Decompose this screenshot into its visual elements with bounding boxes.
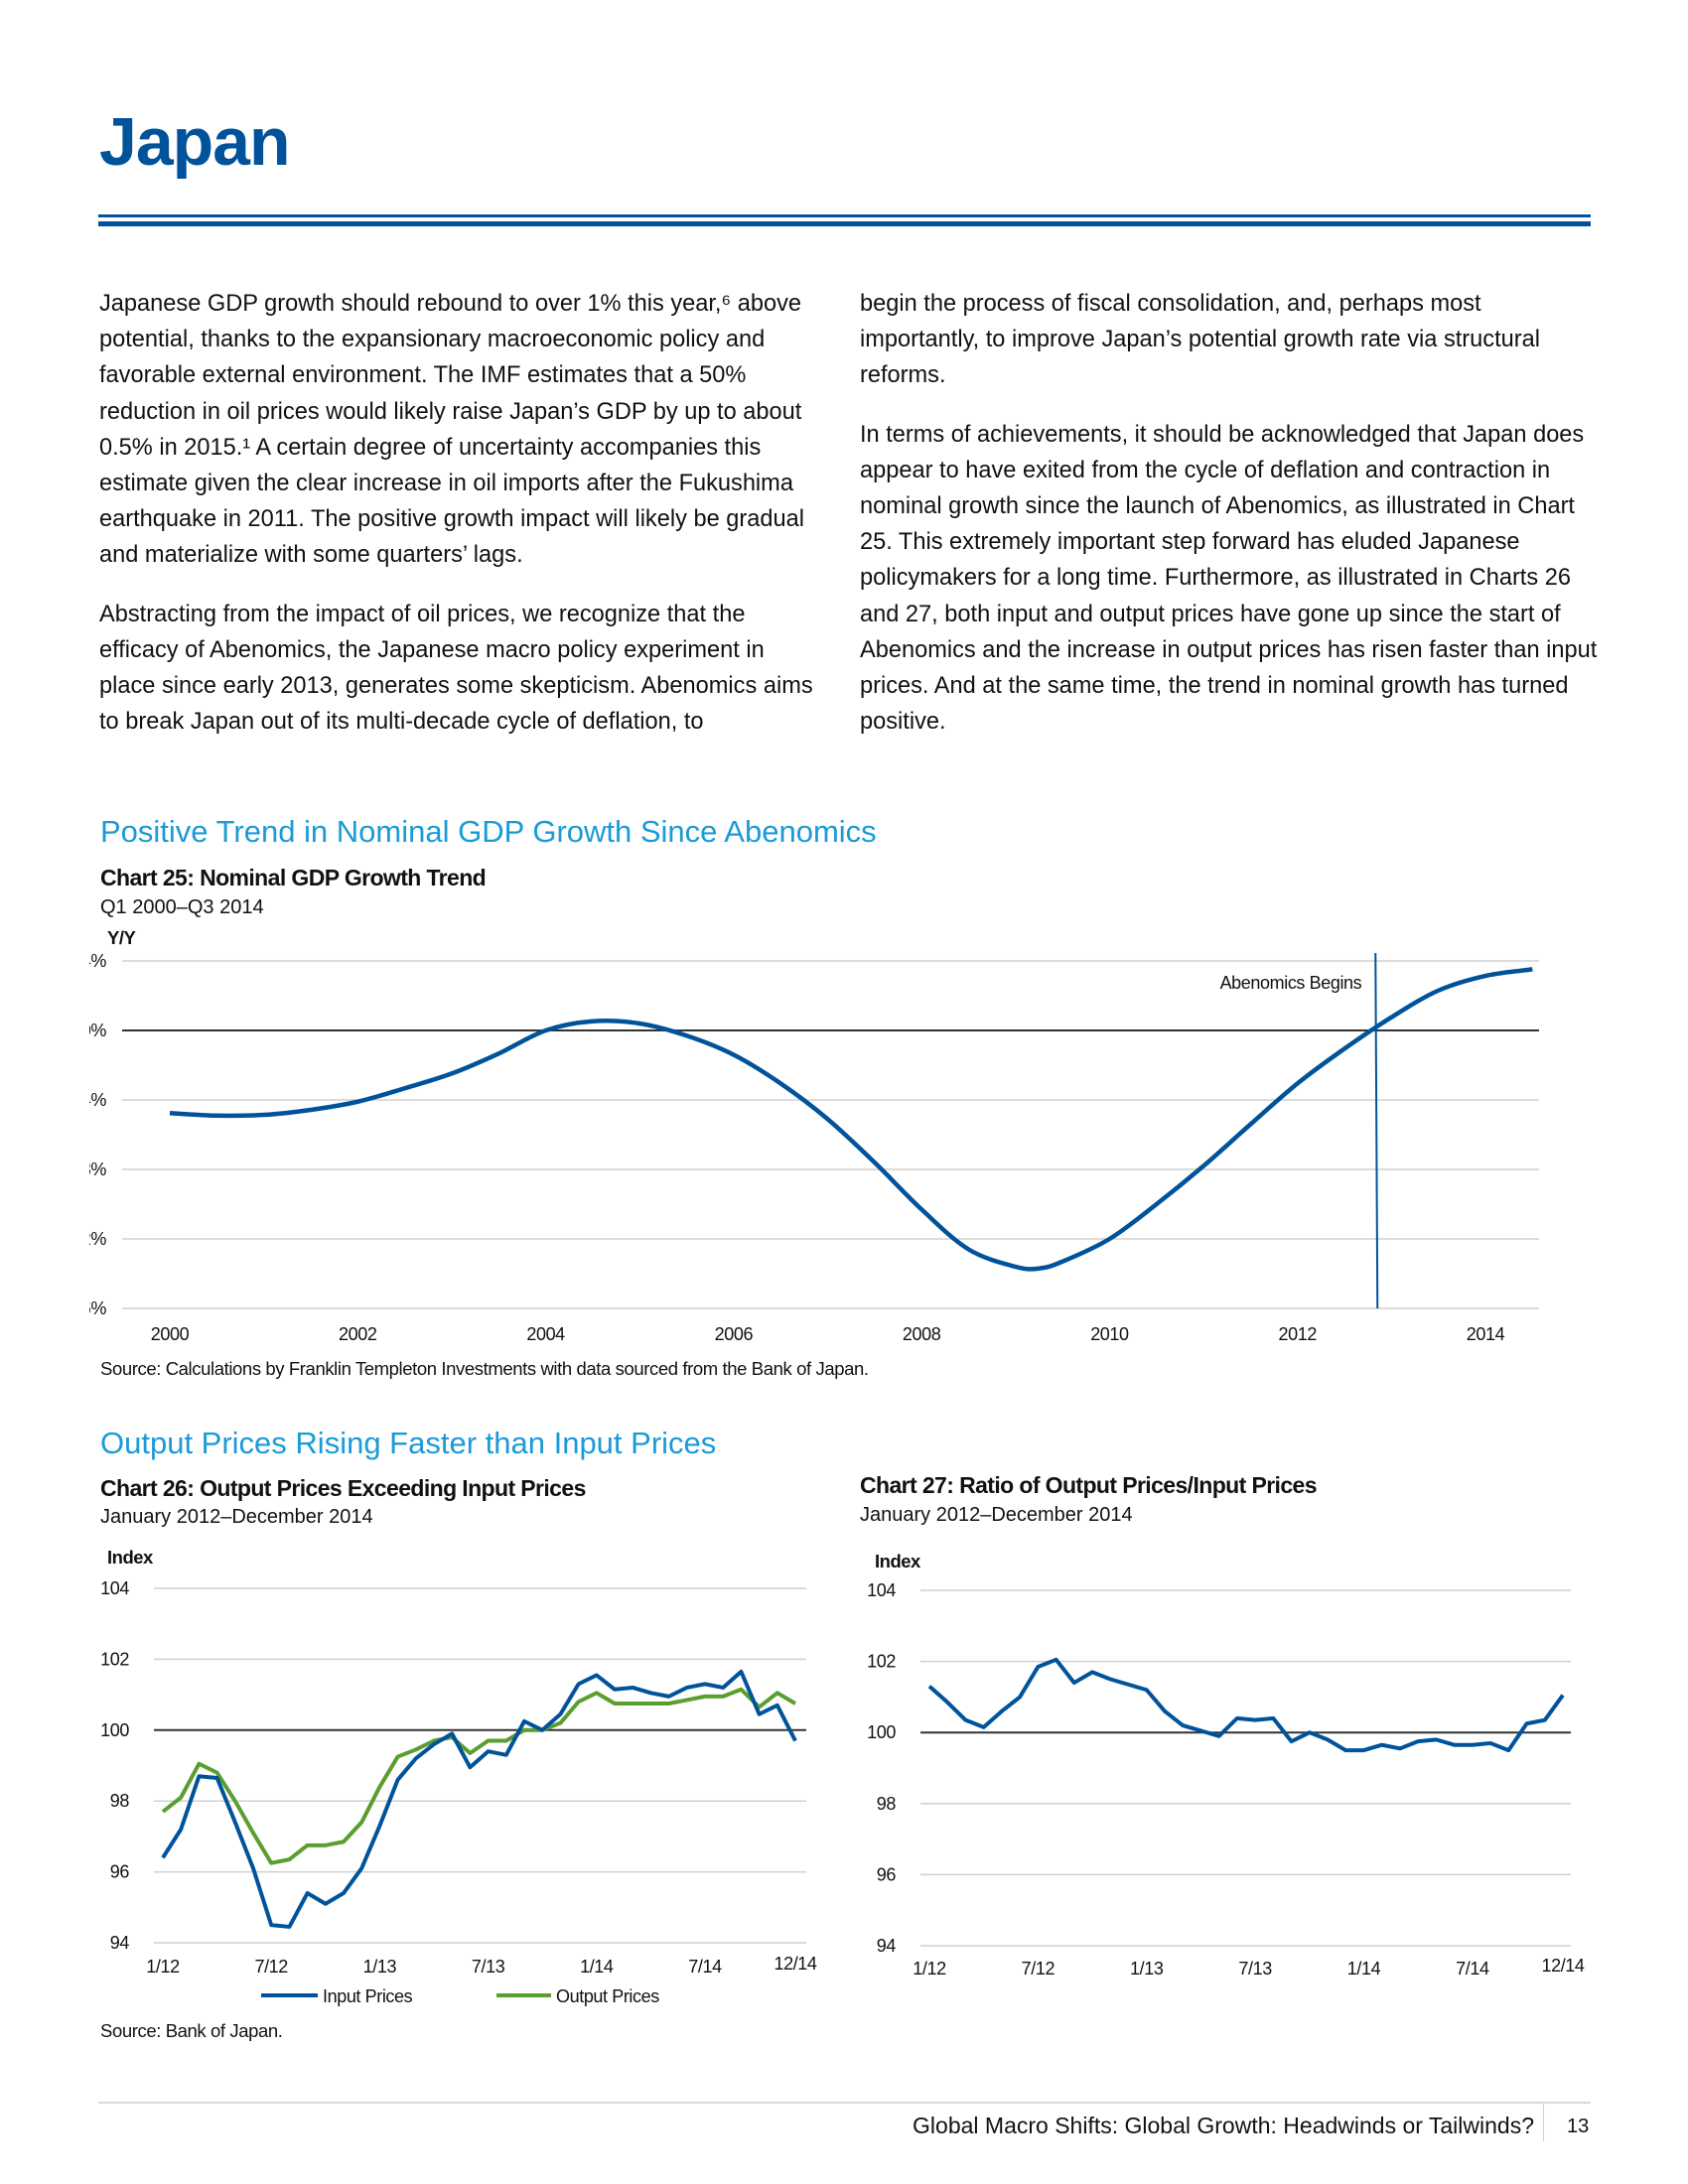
chart27-y-label: Index xyxy=(875,1551,920,1571)
chart26-subtitle: January 2012–December 2014 xyxy=(100,1506,373,1528)
x-tick-label: 2008 xyxy=(903,1324,941,1344)
series-line-output-input-ratio xyxy=(927,1657,1565,1753)
legend-label-input: Input Prices xyxy=(323,1986,413,2006)
y-tick-label: 0.4% xyxy=(89,951,106,971)
x-tick-label: 2004 xyxy=(526,1324,565,1344)
chart27-plot: 104 102 100 98 96 94 1/12 7/12 1/13 7/13 1/14 7/14 1… xyxy=(867,1580,1585,1979)
chart25-title: Chart 25: Nominal GDP Growth Trend xyxy=(100,865,487,890)
x-tick-label: 7/14 xyxy=(688,1957,722,1977)
y-tick-label: 98 xyxy=(110,1791,130,1811)
paragraph: Abstracting from the impact of oil price… xyxy=(99,601,813,736)
title-rule-top xyxy=(98,214,1591,217)
y-tick-label: 100 xyxy=(100,1720,129,1740)
y-tick-label: -0.4% xyxy=(89,1090,106,1110)
title-rule-bottom xyxy=(98,221,1591,226)
y-tick-label: -0.8% xyxy=(89,1160,106,1179)
x-tick-label: 2000 xyxy=(151,1324,190,1344)
x-tick-label: 2012 xyxy=(1278,1324,1317,1344)
gdp-trend-line xyxy=(169,967,1533,1272)
y-tick-label: 94 xyxy=(110,1933,130,1953)
series-line-output-prices xyxy=(161,1687,797,1865)
x-tick-label: 2010 xyxy=(1090,1324,1129,1344)
x-tick-label: 1/14 xyxy=(580,1957,614,1977)
series-line-input-prices xyxy=(161,1669,797,1929)
y-tick-label: 102 xyxy=(100,1649,129,1669)
x-tick-label: 2006 xyxy=(715,1324,754,1344)
x-tick-label: 1/13 xyxy=(1130,1959,1164,1979)
x-tick-label: 1/12 xyxy=(146,1957,180,1977)
chart25-plot: 0.4% 0.0% -0.4% -0.8% -1.2% -1.6% 2000 2002 2004… xyxy=(89,951,1539,1344)
chart25-source: Source: Calculations by Franklin Templet… xyxy=(100,1358,869,1379)
legend-label-output: Output Prices xyxy=(556,1986,659,2006)
chart26-plot: 104 102 100 98 96 94 1/12 7/12 1/13 7/13 1/14 7/14 1… xyxy=(100,1578,817,2006)
x-tick-label: 7/12 xyxy=(1022,1959,1055,1979)
chart27-subtitle: January 2012–December 2014 xyxy=(860,1504,1133,1526)
x-tick-label: 7/12 xyxy=(254,1957,288,1977)
chart26-y-label: Index xyxy=(107,1547,153,1568)
abenomics-annotation: Abenomics Begins xyxy=(1220,973,1362,993)
y-tick-label: 0.0% xyxy=(89,1021,106,1040)
footer-rule xyxy=(98,2102,1591,2104)
y-tick-label: 94 xyxy=(877,1936,897,1956)
chart25-subtitle: Q1 2000–Q3 2014 xyxy=(100,896,264,918)
x-tick-label: 7/14 xyxy=(1456,1959,1489,1979)
section-heading: Output Prices Rising Faster than Input P… xyxy=(100,1426,717,1460)
y-tick-label: 98 xyxy=(877,1794,897,1814)
paragraph: Japanese GDP growth should rebound to ov… xyxy=(99,291,804,569)
y-tick-label: 96 xyxy=(110,1862,130,1882)
x-tick-label: 7/13 xyxy=(1238,1959,1272,1979)
body-right-column: begin the process of fiscal consolidatio… xyxy=(860,286,1600,762)
y-tick-label: 102 xyxy=(867,1652,896,1672)
chart25-y-label: Y/Y xyxy=(107,927,136,948)
abenomics-marker-line xyxy=(1374,952,1379,1309)
x-tick-label: 7/13 xyxy=(472,1957,505,1977)
x-tick-label: 12/14 xyxy=(1541,1956,1584,1976)
footer-divider xyxy=(1543,2104,1544,2141)
chart26-source: Source: Bank of Japan. xyxy=(100,2020,283,2041)
y-tick-label: -1.2% xyxy=(89,1229,106,1249)
y-tick-label: 96 xyxy=(877,1864,897,1884)
paragraph: begin the process of fiscal consolidatio… xyxy=(860,291,1540,389)
y-tick-label: 100 xyxy=(867,1722,896,1742)
page-title: Japan xyxy=(99,104,291,180)
x-tick-label: 2014 xyxy=(1467,1324,1505,1344)
x-tick-label: 1/14 xyxy=(1347,1959,1381,1979)
chart26-title: Chart 26: Output Prices Exceeding Input … xyxy=(100,1475,586,1501)
x-tick-label: 2002 xyxy=(339,1324,377,1344)
y-tick-label: 104 xyxy=(867,1580,896,1600)
y-tick-label: -1.6% xyxy=(89,1298,106,1318)
y-tick-label: 104 xyxy=(100,1578,129,1598)
x-tick-label: 12/14 xyxy=(774,1954,816,1974)
paragraph: In terms of achievements, it should be a… xyxy=(860,421,1598,736)
footer-title: Global Macro Shifts: Global Growth: Head… xyxy=(913,2113,1534,2138)
section-heading: Positive Trend in Nominal GDP Growth Sin… xyxy=(100,814,877,849)
body-left-column: Japanese GDP growth should rebound to ov… xyxy=(99,286,819,762)
x-tick-label: 1/12 xyxy=(913,1959,946,1979)
chart27-title: Chart 27: Ratio of Output Prices/Input P… xyxy=(860,1472,1318,1498)
page-number: 13 xyxy=(1567,2116,1590,2137)
x-tick-label: 1/13 xyxy=(363,1957,397,1977)
